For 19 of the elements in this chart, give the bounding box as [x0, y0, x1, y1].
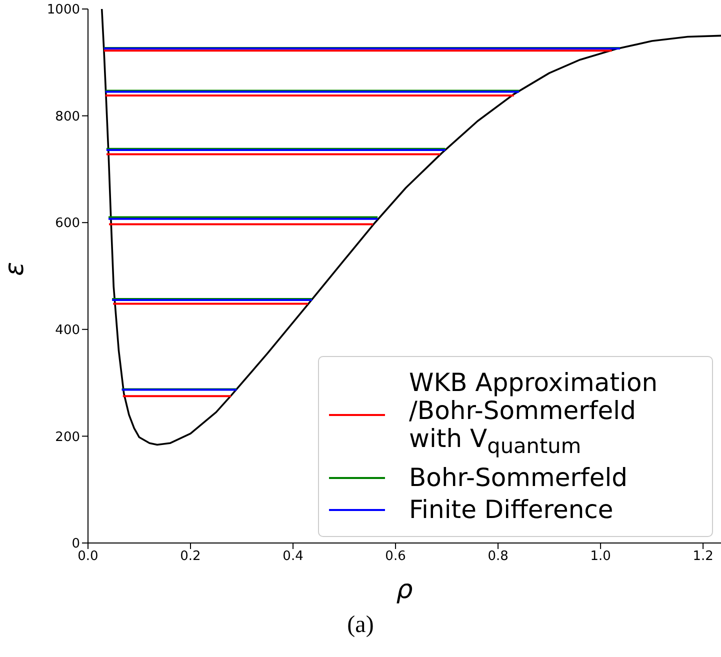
x-tick-label: 0.0	[78, 549, 98, 564]
y-tick-label: 600	[55, 216, 80, 232]
legend-label: Finite Difference	[409, 495, 614, 524]
x-tick-label: 0.8	[488, 549, 508, 564]
x-tick-label: 1.2	[692, 549, 714, 564]
y-tick-label: 800	[55, 109, 80, 124]
x-tick-label: 0.2	[180, 549, 201, 564]
text: (a)	[346, 612, 375, 639]
y-axis-title: ε	[0, 262, 30, 276]
y-tick-label: 0	[72, 536, 80, 552]
legend-label: Bohr-Sommerfeld	[409, 463, 629, 492]
x-tick-label: 0.6	[385, 549, 406, 564]
legend-label: WKB Approximation /Bohr-Sommerfeld with V$_{quantum}$	[409, 368, 659, 460]
x-tick-label: 0.4	[282, 549, 304, 564]
x-axis-title: ρ	[396, 575, 414, 605]
x-tick-label: 1.0	[590, 549, 611, 564]
y-tick-label: 200	[55, 430, 80, 445]
y-tick-label: 1000	[46, 2, 80, 18]
y-tick-label: 400	[55, 323, 80, 338]
